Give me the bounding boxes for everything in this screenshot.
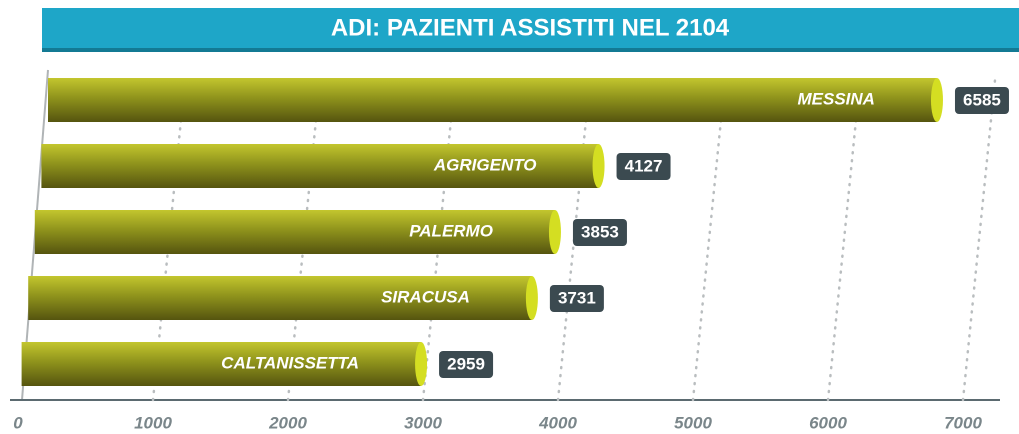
value-label: 3853 — [581, 222, 619, 241]
x-tick-label: 6000 — [809, 413, 847, 432]
x-tick-label: 3000 — [404, 413, 442, 432]
bar-cap — [415, 342, 428, 386]
value-label: 4127 — [625, 156, 663, 175]
bar — [28, 276, 532, 320]
value-label-box — [954, 87, 1009, 114]
chart-title: ADI: PAZIENTI ASSISTITI NEL 2104 — [331, 14, 730, 41]
bar — [21, 342, 422, 386]
x-tick-label: 4000 — [538, 413, 577, 432]
category-label: PALERMO — [409, 221, 493, 240]
bar-cap — [930, 78, 943, 122]
value-label: 6585 — [963, 90, 1001, 109]
grid-line — [421, 73, 457, 402]
title-banner — [42, 8, 1019, 48]
bar-cap — [592, 144, 605, 188]
value-label-box — [616, 153, 671, 180]
grid-line — [151, 73, 187, 402]
bar — [48, 78, 937, 122]
category-label: AGRIGENTO — [433, 155, 537, 174]
bar — [34, 210, 555, 254]
value-label-box — [439, 351, 494, 378]
title-banner-edge — [42, 48, 1019, 52]
grid-line — [961, 73, 997, 402]
x-tick-label: 7000 — [944, 413, 982, 432]
category-label: SIRACUSA — [381, 287, 470, 306]
value-label: 3731 — [558, 288, 596, 307]
x-tick-label: 0 — [13, 413, 23, 432]
bar-cap — [548, 210, 561, 254]
grid-line — [286, 73, 322, 402]
value-label: 2959 — [447, 354, 485, 373]
bar-cap — [525, 276, 538, 320]
category-label: CALTANISSETTA — [221, 353, 359, 372]
value-label-box — [572, 219, 627, 246]
grid-line — [691, 73, 727, 402]
grid-line — [826, 73, 862, 402]
x-tick-label: 1000 — [134, 413, 172, 432]
value-label-box — [549, 285, 604, 312]
category-label: MESSINA — [798, 89, 875, 108]
x-tick-label: 5000 — [674, 413, 712, 432]
bar — [41, 144, 599, 188]
grid-line — [556, 73, 592, 402]
x-tick-label: 2000 — [268, 413, 307, 432]
